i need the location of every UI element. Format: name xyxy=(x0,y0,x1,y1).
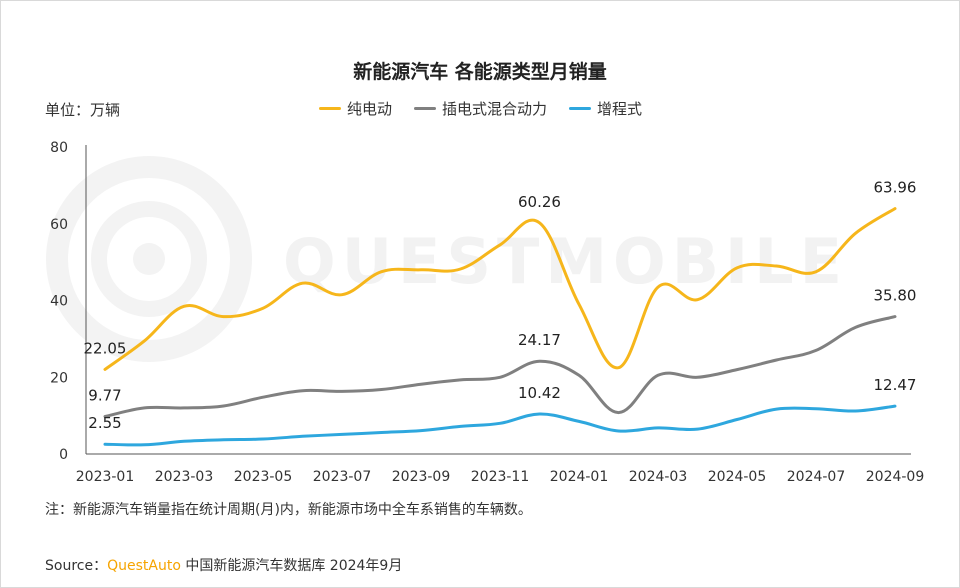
data-label: 2.55 xyxy=(88,414,121,432)
x-tick-label: 2023-01 xyxy=(76,469,135,485)
chart-title: 新能源汽车 各能源类型月销量 xyxy=(353,61,607,83)
x-tick-label: 2023-03 xyxy=(155,469,214,485)
legend: 纯电动 插电式混合动力 增程式 xyxy=(319,98,642,119)
y-tick-label: 0 xyxy=(59,447,68,463)
data-label: 10.42 xyxy=(518,384,561,402)
x-tick-label: 2023-07 xyxy=(313,469,372,485)
series-line-phev xyxy=(103,315,897,418)
series-line-bev xyxy=(103,207,897,371)
x-tick-label: 2024-05 xyxy=(708,469,767,485)
data-label: 60.26 xyxy=(518,193,561,211)
source-brand: QuestAuto xyxy=(107,558,181,574)
data-label: 63.96 xyxy=(874,179,917,197)
legend-label-phev: 插电式混合动力 xyxy=(442,100,548,118)
legend-swatch-erev xyxy=(569,107,592,110)
data-label: 22.05 xyxy=(84,339,127,357)
data-label: 35.80 xyxy=(874,287,917,305)
unit-label: 单位：万辆 xyxy=(45,101,121,119)
x-tick-label: 2023-09 xyxy=(392,469,451,485)
y-tick-label: 20 xyxy=(50,370,68,386)
source-text: 中国新能源汽车数据库 2024年9月 xyxy=(185,558,403,574)
legend-swatch-bev xyxy=(319,107,341,110)
x-tick-label: 2023-11 xyxy=(471,469,530,485)
y-tick-label: 40 xyxy=(50,294,68,310)
legend-item-erev: 增程式 xyxy=(569,98,642,119)
legend-item-bev: 纯电动 xyxy=(319,98,392,119)
legend-item-phev: 插电式混合动力 xyxy=(414,98,547,119)
series-line-erev xyxy=(103,404,897,447)
footnote: 注：新能源汽车销量指在统计周期(月)内，新能源市场中全车系销售的车辆数。 xyxy=(45,502,532,518)
data-label: 12.47 xyxy=(874,376,917,394)
watermark-text: QUESTMOBILE xyxy=(283,225,848,298)
y-tick-label: 80 xyxy=(50,140,68,156)
x-tick-label: 2023-05 xyxy=(234,469,293,485)
x-tick-label: 2024-01 xyxy=(550,469,609,485)
x-tick-label: 2024-07 xyxy=(787,469,846,485)
legend-label-bev: 纯电动 xyxy=(347,100,393,118)
y-tick-label: 60 xyxy=(50,217,68,233)
source-line: Source：QuestAuto 中国新能源汽车数据库 2024年9月 xyxy=(45,555,402,575)
x-tick-label: 2024-03 xyxy=(629,469,688,485)
source-prefix: Source： xyxy=(45,558,108,574)
x-tick-label: 2024-09 xyxy=(866,469,925,485)
data-label: 9.77 xyxy=(88,387,121,405)
watermark: QUESTMOBILE xyxy=(46,156,848,362)
legend-label-erev: 增程式 xyxy=(597,100,643,118)
legend-swatch-phev xyxy=(414,107,437,110)
data-label: 24.17 xyxy=(518,331,561,349)
